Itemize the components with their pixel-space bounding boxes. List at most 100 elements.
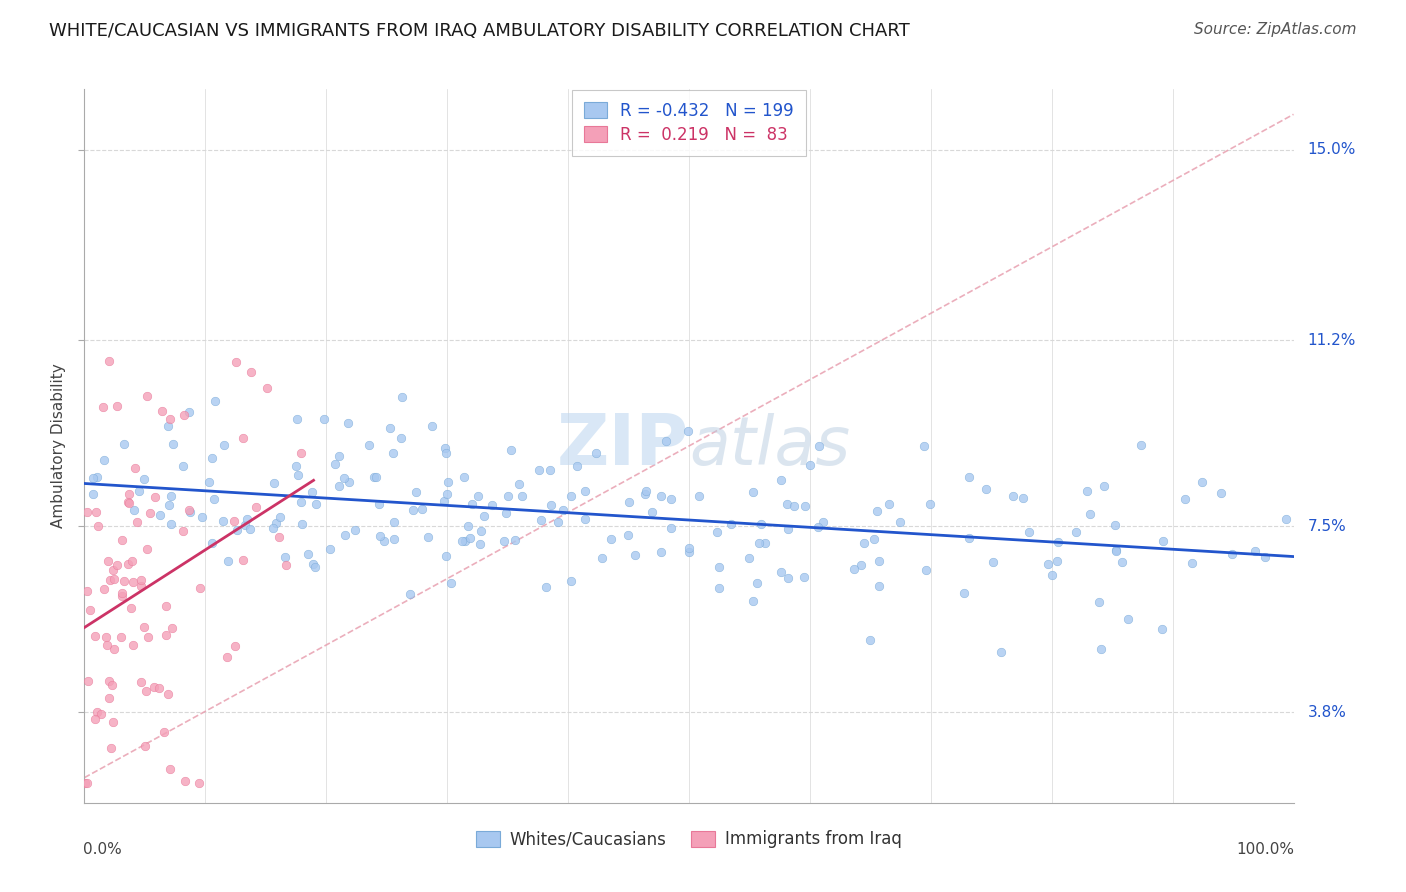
Point [389,430,412,444]
Point [98,354,121,368]
Point [94,631,117,645]
Point [336,416,359,430]
Point [155,628,177,642]
Point [129,675,152,690]
Point [501,443,523,458]
Point [503,533,526,547]
Point [86,470,108,484]
Point [110,589,132,603]
Point [291,516,314,531]
Point [76,775,98,789]
Text: Source: ZipAtlas.com: Source: ZipAtlas.com [1194,22,1357,37]
Text: 15.0%: 15.0% [1308,142,1355,157]
Point [636,483,658,498]
Point [510,489,533,503]
Point [118,487,141,501]
Point [778,572,800,586]
Point [778,522,800,536]
Point [990,645,1012,659]
Text: atlas: atlas [689,413,851,479]
Point [591,550,613,565]
Point [256,381,278,395]
Point [1275,512,1298,526]
Point [128,484,150,499]
Point [117,557,139,571]
Point [467,489,489,503]
Point [858,632,880,647]
Point [402,503,425,517]
Point [148,681,170,696]
Text: 7.5%: 7.5% [1308,519,1346,534]
Point [177,405,200,419]
Point [807,520,830,534]
Point [100,573,122,587]
Point [498,489,520,503]
Point [1090,641,1112,656]
Point [879,497,901,511]
Point [852,536,875,550]
Point [1243,544,1265,558]
Point [173,773,195,788]
Point [434,442,457,456]
Point [211,514,233,528]
Point [290,495,312,509]
Point [481,498,503,512]
Point [76,505,98,519]
Point [451,534,474,549]
Point [232,553,254,567]
Point [87,519,110,533]
Point [276,558,298,572]
Point [1040,567,1063,582]
Point [156,419,179,434]
Point [433,493,456,508]
Point [793,500,815,514]
Point [436,446,458,460]
Point [337,475,360,489]
Point [368,529,391,543]
Point [124,461,146,475]
Point [863,533,886,547]
Point [245,500,267,514]
Point [1018,524,1040,539]
Text: 3.8%: 3.8% [1308,705,1347,720]
Point [742,594,765,608]
Point [1130,437,1153,451]
Point [434,549,457,564]
Point [202,492,225,507]
Point [1173,491,1195,506]
Point [1092,478,1115,492]
Point [129,573,152,587]
Point [84,505,107,519]
Point [953,586,976,600]
Point [367,497,389,511]
Point [224,639,246,653]
Point [1088,595,1111,609]
Point [769,565,792,579]
Point [405,484,427,499]
Point [79,603,101,617]
Point [382,445,405,459]
Point [97,690,120,705]
Point [155,599,177,613]
Point [1080,507,1102,521]
Point [1152,533,1174,548]
Point [707,581,730,595]
Point [678,545,700,559]
Point [112,437,135,451]
Point [233,518,256,533]
Point [239,365,262,379]
Text: WHITE/CAUCASIAN VS IMMIGRANTS FROM IRAQ AMBULATORY DISABILITY CORRELATION CHART: WHITE/CAUCASIAN VS IMMIGRANTS FROM IRAQ … [49,22,910,40]
Point [436,487,458,501]
Point [132,620,155,634]
Text: 11.2%: 11.2% [1308,333,1355,348]
Point [738,550,761,565]
Point [534,580,557,594]
Point [384,515,406,529]
Point [560,489,582,503]
Point [659,521,682,535]
Point [160,489,183,503]
Point [1211,486,1233,500]
Point [201,450,224,465]
Point [138,631,160,645]
Point [150,404,173,418]
